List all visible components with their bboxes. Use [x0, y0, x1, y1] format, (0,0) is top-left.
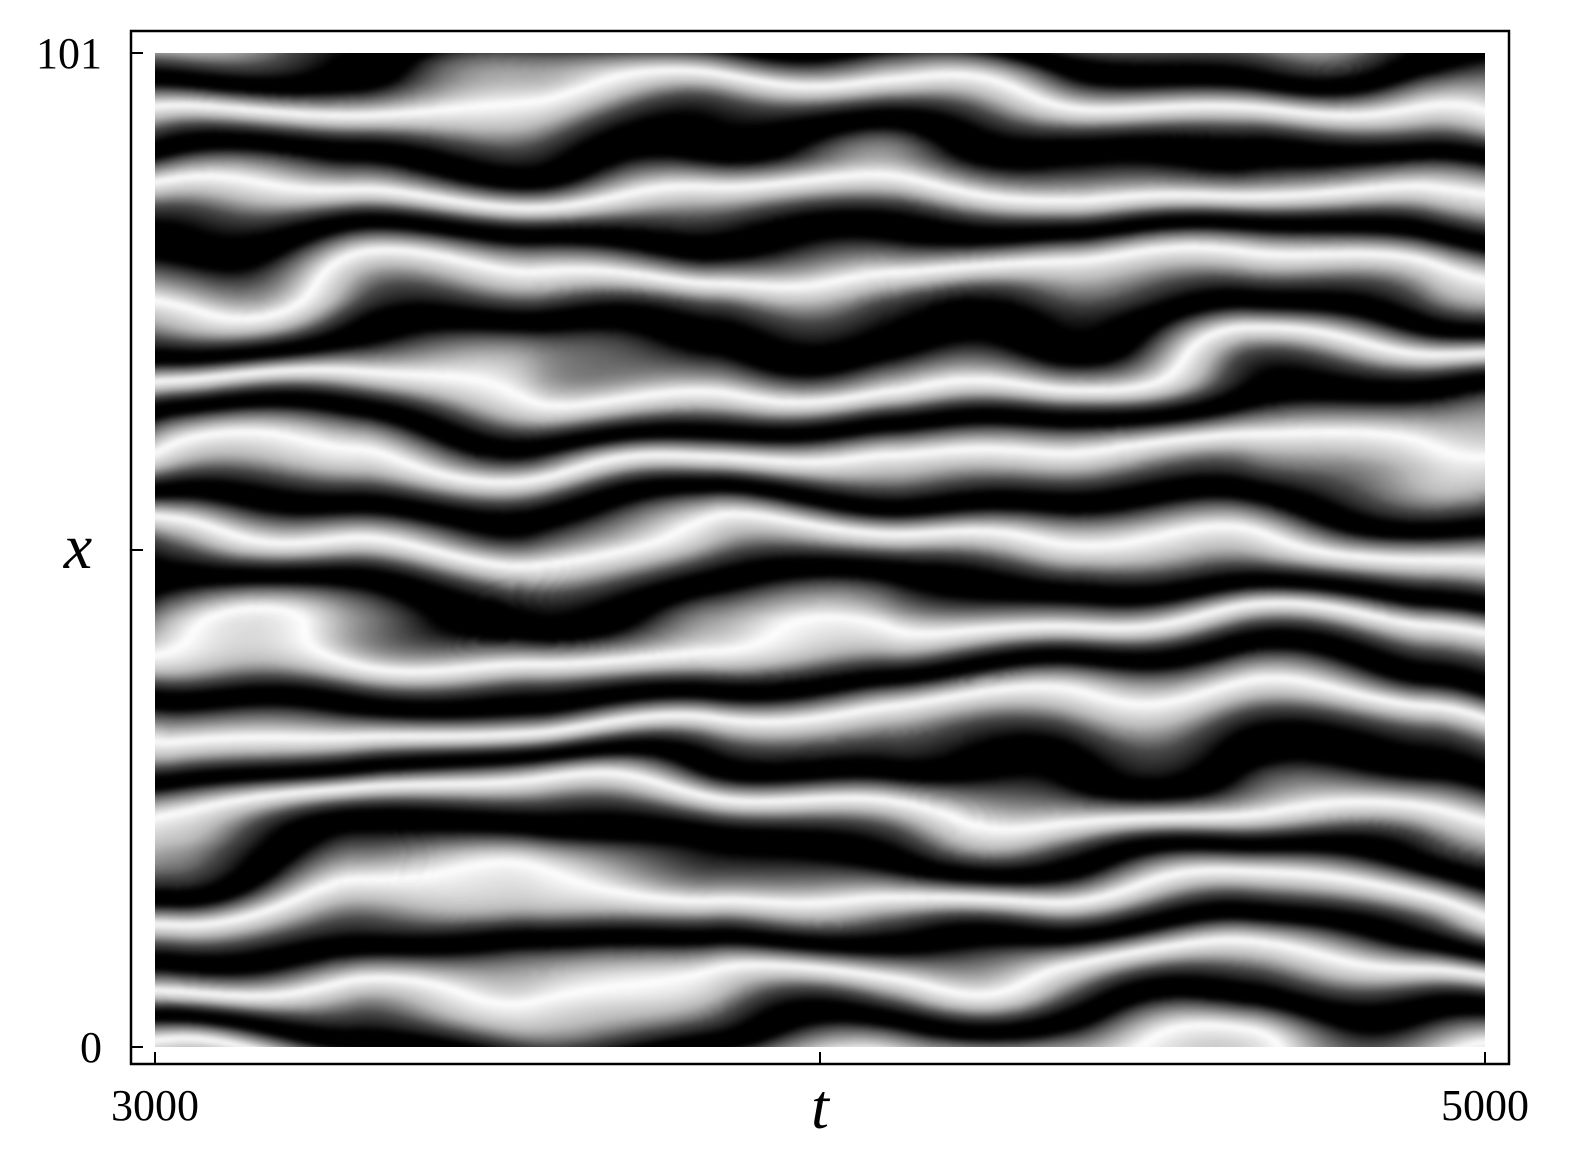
y-tick-label: 0 [80, 1023, 102, 1072]
y-axis-ticks: 0 101 [36, 29, 143, 1072]
heatmap-field [155, 53, 1485, 1047]
x-axis-label: t [811, 1071, 831, 1142]
y-tick-label: 101 [36, 29, 102, 78]
x-tick-label: 3000 [111, 1081, 199, 1130]
y-axis-label: x [63, 511, 92, 582]
x-tick-label: 5000 [1441, 1081, 1529, 1130]
x-axis-ticks: 3000 5000 [111, 1052, 1529, 1130]
heatmap-area [155, 53, 1485, 1047]
